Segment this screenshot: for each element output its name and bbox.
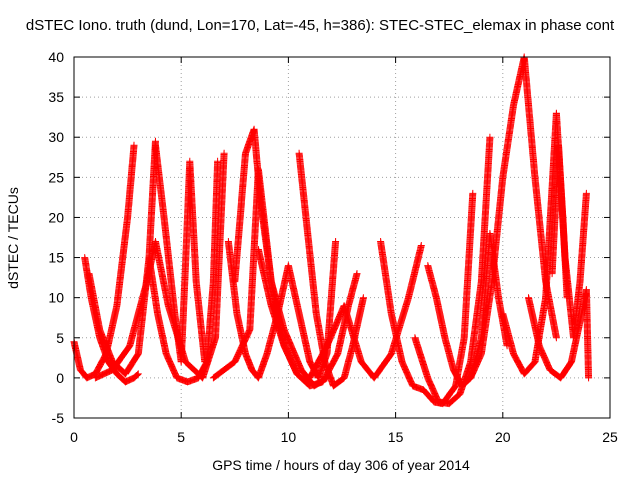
y-tick-label: 15 [48,250,64,266]
y-tick-label: 20 [48,209,64,225]
x-tick-label: 5 [177,429,185,445]
series-5 [91,149,228,382]
series-markers [467,53,560,382]
y-axis-label: dSTEC / TECUs [5,187,21,289]
x-tick-label: 15 [388,429,404,445]
y-tick-label: -5 [52,410,65,426]
plot-frame [73,56,611,419]
chart-title: dSTEC Iono. truth (dund, Lon=170, Lat=-4… [26,17,615,34]
series-markers [91,149,228,382]
y-tick-label: 30 [48,129,64,145]
x-axis-label: GPS time / hours of day 306 of year 2014 [212,457,470,473]
series-markers [548,141,590,342]
y-tick-label: 35 [48,89,64,105]
y-tick-label: 25 [48,169,64,185]
y-tick-label: 10 [48,290,64,306]
series-18 [548,141,590,342]
grid [74,57,610,418]
x-tick-label: 0 [70,429,78,445]
x-tick-label: 25 [602,429,618,445]
series-13 [411,133,494,408]
y-tick-label: 40 [48,49,64,65]
series-9 [254,246,361,390]
x-tick-label: 10 [281,429,297,445]
x-tick-label: 20 [495,429,511,445]
series-markers [525,286,593,382]
y-tick-label: 0 [56,370,64,386]
series-15 [467,53,560,382]
y-tick-label: 5 [56,330,64,346]
series-17 [525,286,593,382]
data-series [70,53,593,408]
series-markers [254,246,361,390]
series-markers [411,133,494,408]
tick-labels: 0 5 10 15 20 25 -5 0 5 10 15 20 25 30 35 40 [48,49,618,445]
